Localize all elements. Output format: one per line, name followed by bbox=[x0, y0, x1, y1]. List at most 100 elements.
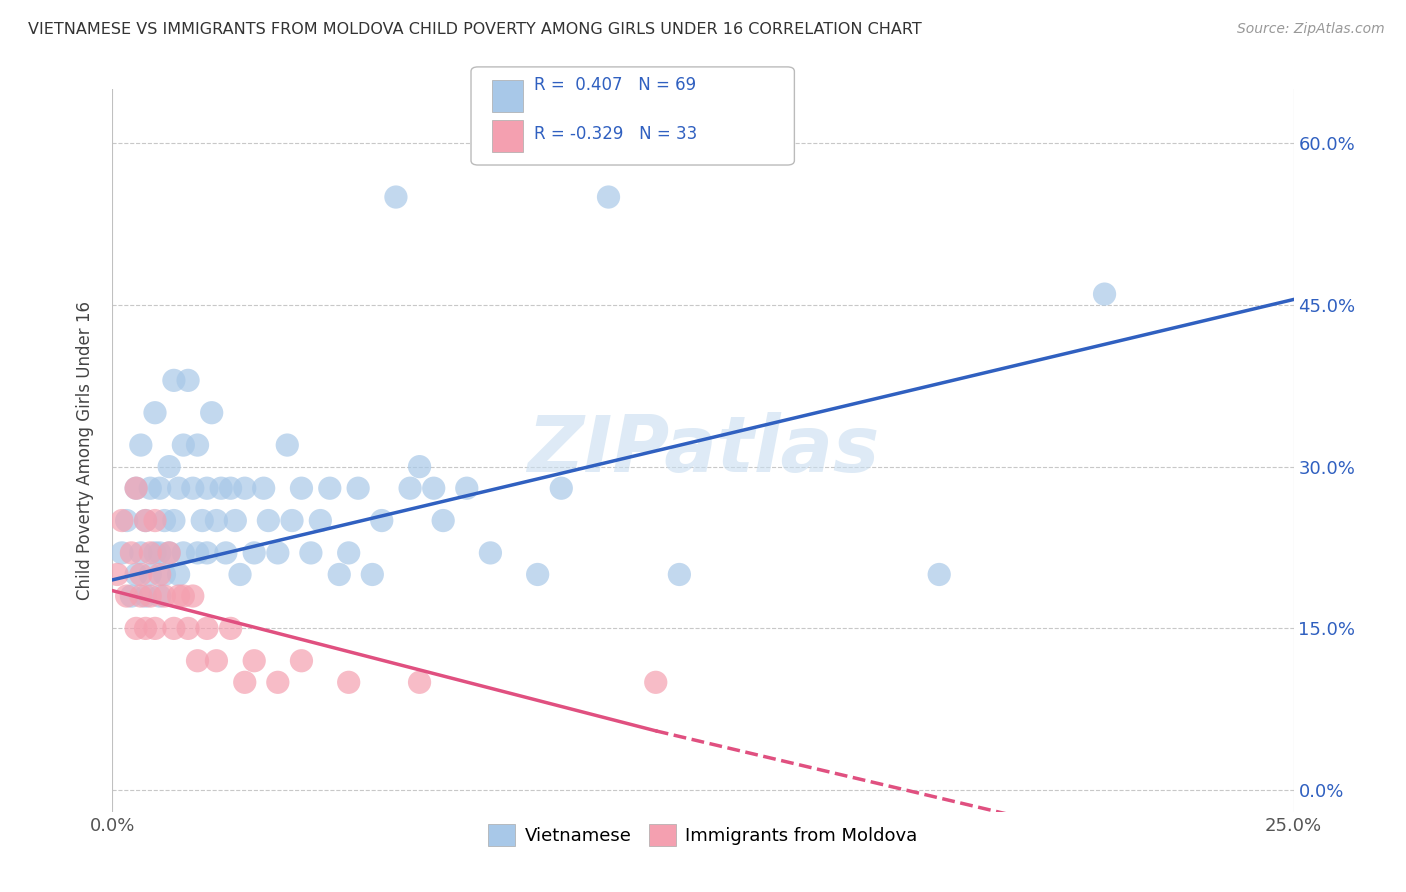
Point bbox=[224, 514, 246, 528]
Point bbox=[201, 406, 224, 420]
Point bbox=[205, 654, 228, 668]
Point bbox=[408, 675, 430, 690]
Point bbox=[143, 514, 166, 528]
Point bbox=[149, 481, 172, 495]
Point bbox=[125, 481, 148, 495]
Point bbox=[195, 481, 218, 495]
Point bbox=[233, 481, 256, 495]
Point bbox=[456, 481, 478, 495]
Point bbox=[143, 406, 166, 420]
Text: R =  0.407   N = 69: R = 0.407 N = 69 bbox=[534, 76, 696, 94]
Point bbox=[186, 546, 208, 560]
Point bbox=[257, 514, 280, 528]
Point bbox=[361, 567, 384, 582]
Point bbox=[233, 675, 256, 690]
Point bbox=[290, 654, 312, 668]
Point bbox=[163, 373, 186, 387]
Point bbox=[337, 675, 360, 690]
Point bbox=[191, 514, 214, 528]
Y-axis label: Child Poverty Among Girls Under 16: Child Poverty Among Girls Under 16 bbox=[76, 301, 94, 600]
Point bbox=[309, 514, 332, 528]
Point bbox=[550, 481, 572, 495]
Point bbox=[139, 567, 162, 582]
Text: Source: ZipAtlas.com: Source: ZipAtlas.com bbox=[1237, 22, 1385, 37]
Point bbox=[209, 481, 232, 495]
Point bbox=[139, 546, 162, 560]
Point bbox=[149, 589, 172, 603]
Point bbox=[186, 654, 208, 668]
Point bbox=[135, 514, 157, 528]
Point bbox=[598, 190, 620, 204]
Point bbox=[181, 481, 204, 495]
Point bbox=[129, 438, 152, 452]
Point bbox=[371, 514, 394, 528]
Point bbox=[172, 438, 194, 452]
Legend: Vietnamese, Immigrants from Moldova: Vietnamese, Immigrants from Moldova bbox=[481, 817, 925, 854]
Point bbox=[319, 481, 342, 495]
Point bbox=[276, 438, 298, 452]
Point bbox=[135, 621, 157, 635]
Point bbox=[129, 546, 152, 560]
Point bbox=[135, 514, 157, 528]
Point bbox=[644, 675, 666, 690]
Point bbox=[267, 546, 290, 560]
Point bbox=[267, 675, 290, 690]
Point bbox=[347, 481, 370, 495]
Point bbox=[115, 589, 138, 603]
Point bbox=[120, 589, 142, 603]
Point bbox=[105, 567, 128, 582]
Point bbox=[172, 589, 194, 603]
Text: ZIPatlas: ZIPatlas bbox=[527, 412, 879, 489]
Point bbox=[243, 654, 266, 668]
Point bbox=[129, 589, 152, 603]
Point bbox=[125, 567, 148, 582]
Point bbox=[215, 546, 238, 560]
Point bbox=[299, 546, 322, 560]
Point bbox=[408, 459, 430, 474]
Point bbox=[139, 481, 162, 495]
Point bbox=[385, 190, 408, 204]
Point bbox=[479, 546, 502, 560]
Point bbox=[229, 567, 252, 582]
Point bbox=[111, 546, 134, 560]
Point bbox=[290, 481, 312, 495]
Point bbox=[337, 546, 360, 560]
Point bbox=[167, 589, 190, 603]
Point bbox=[1094, 287, 1116, 301]
Point bbox=[149, 546, 172, 560]
Point bbox=[143, 546, 166, 560]
Point bbox=[195, 546, 218, 560]
Point bbox=[177, 621, 200, 635]
Point bbox=[399, 481, 422, 495]
Point bbox=[172, 546, 194, 560]
Point bbox=[157, 546, 180, 560]
Point bbox=[219, 621, 242, 635]
Point bbox=[153, 589, 176, 603]
Point bbox=[163, 621, 186, 635]
Point bbox=[205, 514, 228, 528]
Point bbox=[432, 514, 454, 528]
Point bbox=[668, 567, 690, 582]
Point bbox=[135, 589, 157, 603]
Text: VIETNAMESE VS IMMIGRANTS FROM MOLDOVA CHILD POVERTY AMONG GIRLS UNDER 16 CORRELA: VIETNAMESE VS IMMIGRANTS FROM MOLDOVA CH… bbox=[28, 22, 922, 37]
Point bbox=[125, 481, 148, 495]
Point bbox=[153, 514, 176, 528]
Point bbox=[125, 621, 148, 635]
Point bbox=[143, 621, 166, 635]
Point bbox=[153, 567, 176, 582]
Point bbox=[120, 546, 142, 560]
Point bbox=[186, 438, 208, 452]
Point bbox=[181, 589, 204, 603]
Point bbox=[163, 514, 186, 528]
Point bbox=[111, 514, 134, 528]
Point bbox=[928, 567, 950, 582]
Point bbox=[526, 567, 548, 582]
Point bbox=[177, 373, 200, 387]
Point bbox=[243, 546, 266, 560]
Text: R = -0.329   N = 33: R = -0.329 N = 33 bbox=[534, 125, 697, 143]
Point bbox=[281, 514, 304, 528]
Point bbox=[129, 567, 152, 582]
Point bbox=[167, 567, 190, 582]
Point bbox=[167, 481, 190, 495]
Point bbox=[253, 481, 276, 495]
